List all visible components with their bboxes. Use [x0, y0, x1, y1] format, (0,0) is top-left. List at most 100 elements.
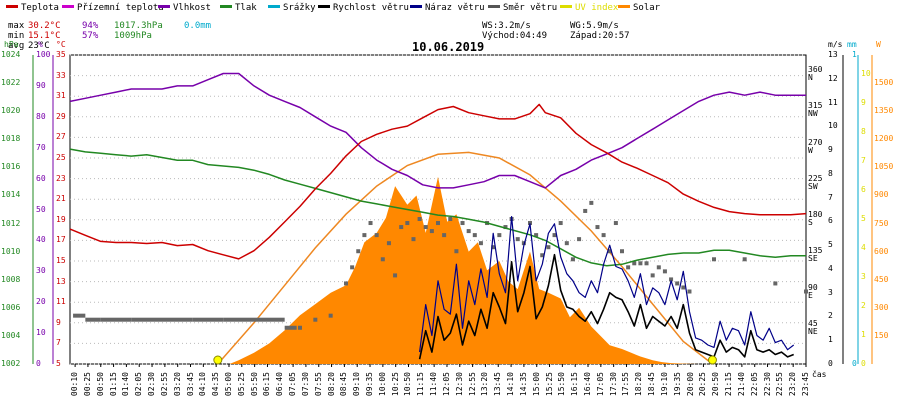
- legend-item: Srážky: [268, 3, 316, 13]
- wind-direction-point: [515, 237, 520, 242]
- wind-direction-point: [773, 281, 778, 286]
- wind-direction-point: [460, 221, 465, 226]
- wind-direction-point: [328, 313, 333, 318]
- wind-direction-point: [393, 273, 398, 278]
- humidity-tick-label: 100: [36, 50, 51, 59]
- humidity-tick-label: 0: [36, 359, 41, 368]
- wind-direction-point: [570, 257, 575, 262]
- x-tick-label: 03:45: [185, 372, 195, 397]
- wind-direction-point: [577, 237, 582, 242]
- x-tick-label: 19:35: [672, 372, 682, 397]
- wind-tick-label: 2: [828, 311, 833, 321]
- wind-direction-point: [380, 257, 385, 262]
- stat-max-rain: 0.0mm: [184, 21, 212, 31]
- legend-item: Rychlost větru: [318, 3, 409, 13]
- wind-direction-point: [429, 229, 434, 234]
- solar-area: [229, 176, 714, 364]
- legend-item: Tlak: [220, 3, 257, 13]
- humidity-tick-label: 10: [36, 328, 46, 338]
- temperature-tick-label: 23: [56, 173, 66, 183]
- legend-item: Směr větru: [488, 3, 557, 13]
- legend-swatch: [410, 5, 422, 8]
- wind-direction-point: [534, 233, 539, 238]
- x-tick-label: 22:05: [749, 372, 759, 397]
- pressure-tick-label: 1004: [1, 330, 21, 340]
- x-tick-label: 00:10: [70, 372, 80, 397]
- legend-label: Tlak: [235, 3, 257, 13]
- stat-max-hum: 94%: [82, 21, 99, 31]
- wind-direction-point: [650, 273, 655, 278]
- wind-direction-point: [454, 249, 459, 254]
- legend-item: Náraz větru: [410, 3, 485, 13]
- pressure-unit-label: hPa: [4, 40, 19, 49]
- humidity-tick-label: 20: [36, 297, 46, 307]
- uv-tick-label: 4: [861, 243, 866, 252]
- solar-tick-label: 450: [874, 274, 889, 284]
- stat-min-hum: 57%: [82, 31, 99, 41]
- legend-label: Rychlost větru: [333, 3, 409, 13]
- x-tick-label: 04:10: [198, 372, 208, 397]
- legend-swatch: [560, 5, 572, 8]
- solar-tick-label: 750: [874, 218, 889, 228]
- temperature-tick-label: 5: [56, 359, 61, 368]
- solar-tick-label: 1200: [874, 134, 894, 144]
- wind-tick-label: 9: [828, 145, 833, 155]
- x-tick-label: 15:50: [557, 372, 567, 397]
- wind-direction-point: [442, 233, 447, 238]
- wind-direction-point: [558, 221, 563, 226]
- wind-direction-point: [632, 261, 637, 266]
- wind-direction-point: [284, 325, 297, 330]
- wind-direction-point: [552, 233, 557, 238]
- wind-direction-point: [656, 265, 661, 270]
- stat-ws: WS:3.2m/s: [482, 21, 531, 31]
- series-line-n-raz-v-tru: [419, 216, 795, 353]
- x-tick-label: 05:50: [249, 372, 259, 397]
- uv-tick-label: 1: [861, 330, 866, 339]
- legend-swatch: [618, 5, 630, 8]
- uv-tick-label: 6: [861, 185, 866, 194]
- wind-direction-point: [448, 217, 453, 221]
- wind-direction-point: [254, 317, 285, 322]
- x-tick-label: 15:00: [531, 372, 541, 397]
- pressure-tick-label: 1010: [1, 246, 21, 256]
- direction-tick-label: 360: [808, 65, 823, 74]
- uv-tick-label: 5: [861, 214, 866, 223]
- wind-direction-point: [528, 221, 532, 226]
- wind-direction-point: [620, 249, 624, 254]
- pressure-tick-label: 1016: [1, 162, 21, 172]
- solar-unit-label: W: [876, 40, 881, 49]
- temperature-tick-label: 9: [56, 317, 61, 327]
- wind-tick-label: 13: [828, 50, 838, 59]
- sun-event-marker: [213, 355, 223, 365]
- wind-direction-point: [298, 325, 302, 330]
- legend-label: Přízemní teplota: [77, 3, 164, 13]
- temperature-tick-label: 33: [56, 70, 66, 80]
- x-tick-label: 11:40: [429, 372, 439, 397]
- wind-tick-label: 4: [828, 263, 833, 273]
- x-tick-label: 16:40: [583, 372, 593, 397]
- uv-tick-label: 3: [861, 272, 866, 281]
- temperature-tick-label: 7: [56, 338, 61, 348]
- x-tick-label: 23:45: [801, 372, 810, 397]
- x-tick-label: 07:05: [288, 372, 298, 397]
- solar-tick-label: 600: [874, 246, 889, 256]
- wind-direction-point: [675, 281, 680, 286]
- legend-swatch: [268, 5, 280, 8]
- rain-unit-label: mm: [847, 40, 857, 49]
- stat-wg: WG:5.9m/s: [570, 21, 619, 31]
- direction-tick-label: 180: [808, 210, 823, 219]
- wind-unit-label: m/s: [828, 40, 843, 49]
- stat-max-press: 1017.3hPa: [114, 21, 163, 31]
- temperature-tick-label: 27: [56, 132, 66, 142]
- solar-tick-label: 900: [874, 190, 889, 200]
- legend-item: UV index: [560, 3, 618, 13]
- stat-min-label: min: [8, 31, 25, 41]
- uv-tick-label: 7: [861, 156, 866, 165]
- legend-label: Solar: [633, 3, 661, 13]
- x-tick-label: 12:05: [441, 372, 451, 397]
- series-line-vlhkost: [69, 72, 806, 189]
- x-tick-label: 11:15: [416, 372, 426, 397]
- wind-direction-point: [613, 221, 618, 226]
- x-tick-label: 10:00: [377, 372, 387, 397]
